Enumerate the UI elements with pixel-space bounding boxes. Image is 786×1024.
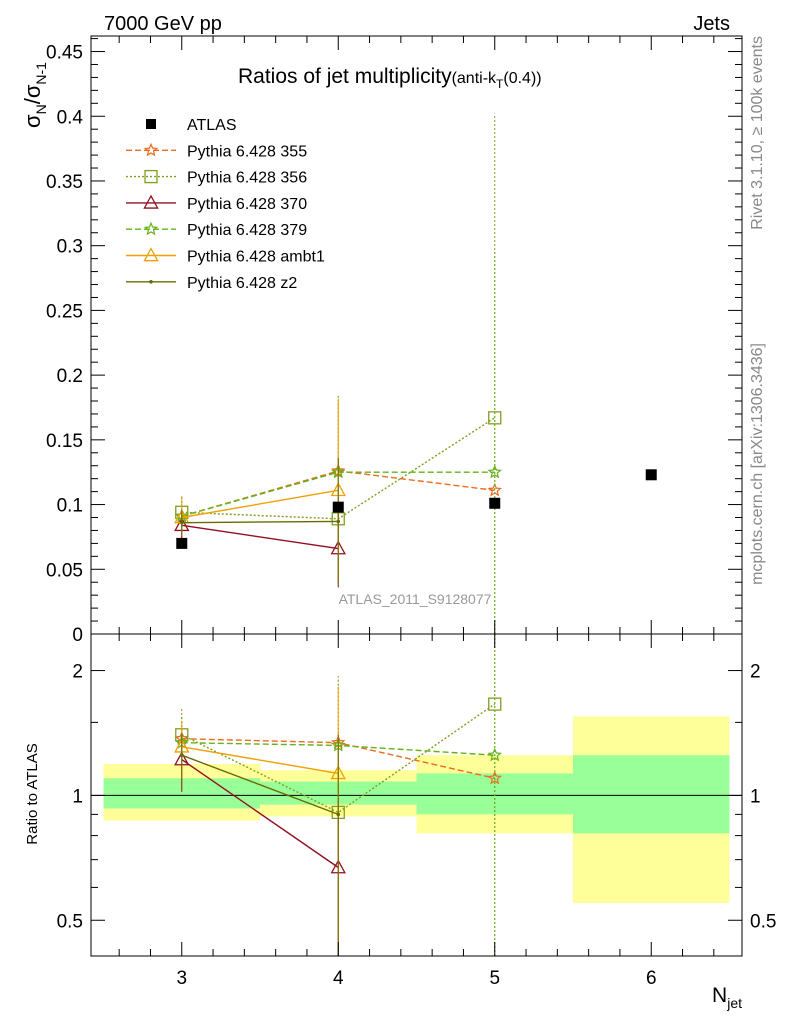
ratio-y-tick-label: 0.5 (57, 911, 83, 932)
legend-entry: Pythia 6.428 z2 (126, 275, 297, 292)
ratio-y-tick-label-right: 1 (750, 786, 761, 807)
mc-series-line (181, 520, 339, 524)
ratio-x-axis-label: Njet (712, 984, 742, 1011)
atlas-data-point (489, 497, 501, 509)
ratio-point (336, 812, 341, 817)
mc-point (179, 520, 184, 525)
rivet-version-label: Rivet 3.1.10, ≥ 100k events (749, 36, 766, 230)
ratio-point (487, 770, 502, 785)
mc-point (336, 519, 341, 524)
svg-text:Ratios of jet multiplicity(ant: Ratios of jet multiplicity(anti-kT(0.4)) (238, 65, 542, 91)
legend-marker (143, 142, 159, 157)
header-energy-label: 7000 GeV pp (104, 13, 222, 35)
ratio-x-tick-label: 6 (646, 968, 657, 989)
legend-label: Pythia 6.428 z2 (187, 275, 297, 292)
legend-entry: Pythia 6.428 370 (126, 194, 307, 213)
ratio-y-tick-label-right: 2 (750, 662, 761, 683)
header-analysis-label: Jets (693, 13, 730, 35)
ratio-panel-frame (90, 633, 743, 957)
ratio-series-line (181, 703, 496, 814)
legend-entry: ATLAS (146, 117, 237, 134)
ratio-y-axis-label: Ratio to ATLAS (24, 743, 41, 844)
ratio-y-tick-label-right: 0.5 (750, 911, 776, 932)
legend-entry: Pythia 6.428 379 (126, 221, 307, 239)
main-y-tick-label: 0.4 (57, 107, 84, 128)
main-y-tick-label: 0.15 (46, 431, 83, 452)
ratio-point (179, 753, 184, 758)
main-y-tick-label: 0.35 (46, 172, 83, 193)
legend-marker (143, 194, 159, 209)
main-panel: ATLAS_2011_S9128077 Ratios of jet multip… (20, 35, 743, 646)
main-y-tick-label: 0 (72, 625, 83, 646)
main-title: Ratios of jet multiplicity(anti-kT(0.4)) (238, 65, 542, 91)
ratio-series-line (181, 754, 339, 816)
legend-marker (149, 280, 153, 284)
legend-marker (143, 221, 159, 236)
svg-text:Njet: Njet (712, 984, 742, 1011)
ratio-y-tick-label: 1 (72, 786, 83, 807)
mc-point (487, 464, 502, 479)
legend-marker (146, 119, 156, 129)
legend-label: Pythia 6.428 ambt1 (187, 249, 325, 266)
ratio-series-line (181, 746, 339, 775)
mc-series-6 (179, 457, 341, 585)
main-y-axis: 0 0.05 0.1 0.15 0.2 0.25 0.3 0.35 0.4 0.45 (46, 36, 742, 646)
mcplots-label: mcplots.cern.ch [arXiv:1306.3436] (749, 343, 766, 585)
ratio-x-tick-label: 5 (489, 968, 500, 989)
main-y-tick-label: 0.2 (57, 366, 83, 387)
mc-series-line (181, 524, 339, 550)
legend-label: Pythia 6.428 379 (187, 222, 307, 239)
main-y-tick-label: 0.3 (57, 237, 83, 258)
ratio-panel: 0.5 0.5 1 1 2 2 3 4 5 6 Ratio to ATLAS Njet (24, 633, 776, 1011)
legend: ATLAS Pythia 6.428 355 Pythia 6.428 356 Pyt… (126, 117, 325, 292)
ratio-x-tick-label: 4 (333, 968, 344, 989)
ratio-axes: 0.5 0.5 1 1 2 2 3 4 5 6 (57, 634, 776, 989)
legend-marker (144, 169, 158, 184)
ratio-x-tick-label: 3 (176, 968, 187, 989)
atlas-data-point (332, 501, 344, 513)
ratio-series-line (181, 759, 339, 869)
main-y-tick-label: 0.25 (46, 301, 83, 322)
ratio-point (487, 747, 502, 762)
legend-label: Pythia 6.428 356 (187, 170, 307, 187)
main-panel-content (174, 113, 657, 634)
main-y-axis-label: σN/σN-1 (20, 62, 49, 128)
ratio-y-tick-label: 2 (72, 662, 83, 683)
uncertainty-band-inner (572, 755, 730, 834)
ratio-series-6 (179, 733, 341, 956)
legend-entry: Pythia 6.428 ambt1 (126, 247, 325, 266)
atlas-data-point (176, 537, 188, 549)
legend-marker (143, 247, 159, 262)
legend-entry: Pythia 6.428 356 (126, 170, 307, 187)
mc-series-line (181, 489, 339, 519)
legend-label: Pythia 6.428 370 (187, 196, 307, 213)
atlas-data-point (645, 469, 657, 481)
svg-text:σN/σN-1: σN/σN-1 (20, 62, 49, 128)
main-y-tick-label: 0.45 (46, 43, 83, 64)
atlas-data-points (176, 469, 657, 549)
legend-entry: Pythia 6.428 355 (126, 142, 307, 160)
mc-point (488, 411, 502, 425)
watermark-analysis-id: ATLAS_2011_S9128077 (339, 591, 492, 607)
ratio-panel-content (91, 634, 742, 956)
legend-label: ATLAS (187, 117, 237, 134)
main-y-tick-label: 0.1 (57, 496, 83, 517)
mc-series-5 (174, 399, 346, 581)
legend-label: Pythia 6.428 355 (187, 143, 307, 160)
main-y-tick-label: 0.05 (46, 560, 83, 581)
